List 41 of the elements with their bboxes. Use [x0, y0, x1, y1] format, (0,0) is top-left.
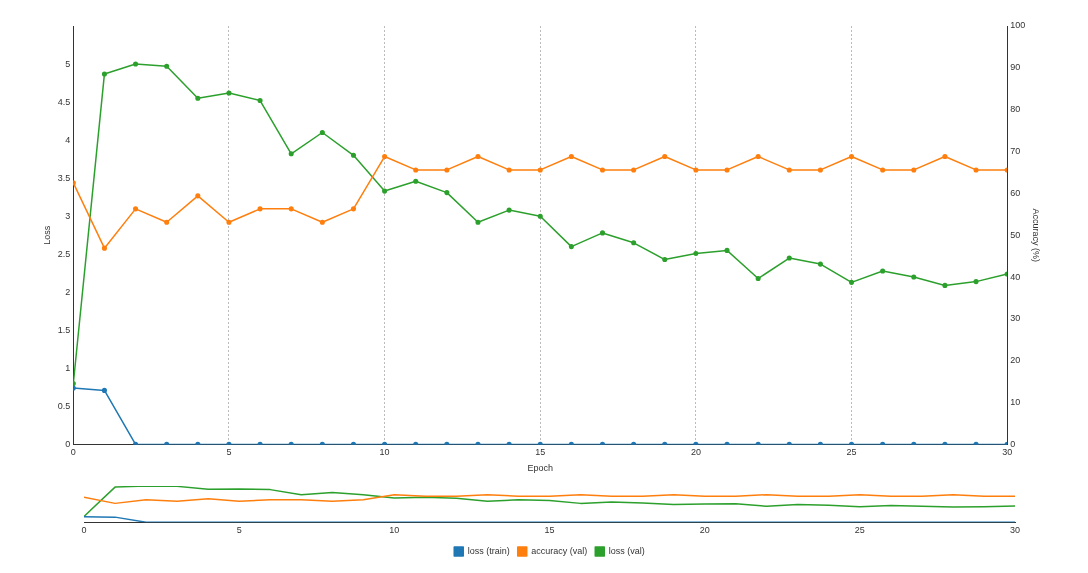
x-tick-label: 5 [236, 525, 242, 536]
y2-tick-label: 40 [1010, 271, 1021, 282]
x-tick-label: 0 [81, 525, 87, 536]
y2-tick-label: 50 [1010, 229, 1021, 240]
y-tick-label: 1 [65, 362, 71, 373]
y2-axis-title: Accuracy (%) [1031, 208, 1042, 262]
y-tick-label: 0.5 [57, 400, 71, 411]
y-tick-label: 4.5 [57, 96, 71, 107]
x-tick-label: 15 [535, 447, 546, 458]
x-tick-label: 20 [699, 525, 710, 536]
y2-tick-label: 30 [1010, 313, 1021, 324]
x-tick-label: 30 [1002, 447, 1013, 458]
y-tick-label: 2 [65, 286, 71, 297]
y2-tick-label: 90 [1010, 62, 1021, 73]
x-tick-label: 20 [690, 447, 701, 458]
y2-tick-label: 10 [1010, 397, 1021, 408]
y-tick-label: 3 [65, 210, 71, 221]
y2-tick-label: 100 [1010, 20, 1026, 31]
y2-tick-label: 20 [1010, 355, 1021, 366]
legend-label: accuracy (val) [531, 545, 588, 556]
x-axis-title: Epoch [527, 463, 554, 474]
y-tick-label: 4 [65, 134, 71, 145]
x-tick-label: 15 [544, 525, 555, 536]
x-tick-label: 10 [389, 525, 400, 536]
x-tick-label: 5 [226, 447, 232, 458]
y2-tick-label: 0 [1010, 438, 1016, 449]
y2-tick-label: 60 [1010, 187, 1021, 198]
y-tick-label: 0 [65, 438, 71, 449]
y-tick-label: 5 [65, 58, 71, 69]
x-tick-label: 10 [379, 447, 390, 458]
y-axis-title: Loss [41, 225, 52, 245]
x-tick-label: 30 [1009, 525, 1021, 536]
y-tick-label: 2.5 [57, 248, 71, 259]
y-tick-label: 3.5 [57, 172, 71, 183]
x-tick-label: 25 [854, 525, 865, 536]
legend-label: loss (val) [608, 545, 645, 556]
y2-tick-label: 80 [1010, 104, 1021, 115]
y2-tick-label: 70 [1010, 146, 1021, 156]
x-tick-label: 25 [846, 447, 857, 458]
legend-label: loss (train) [467, 545, 510, 556]
y-tick-label: 1.5 [57, 324, 71, 335]
